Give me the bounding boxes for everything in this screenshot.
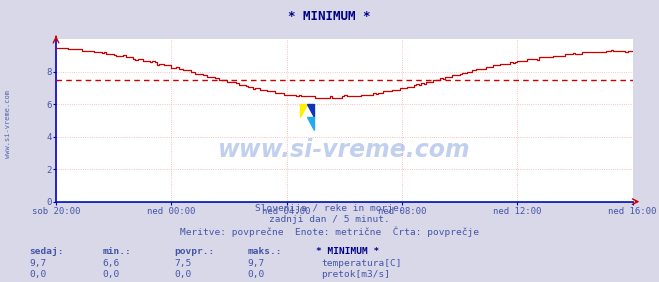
Text: www.si-vreme.com: www.si-vreme.com [218,138,471,162]
Text: 0,0: 0,0 [247,270,264,279]
Text: 0,0: 0,0 [175,270,192,279]
Text: sedaj:: sedaj: [30,247,64,256]
Polygon shape [300,117,307,130]
Text: 7,5: 7,5 [175,259,192,268]
Polygon shape [307,104,314,117]
Text: povpr.:: povpr.: [175,247,215,256]
Text: 9,7: 9,7 [30,259,47,268]
Text: 6,6: 6,6 [102,259,119,268]
Text: temperatura[C]: temperatura[C] [321,259,401,268]
Polygon shape [300,104,307,117]
Text: * MINIMUM *: * MINIMUM * [288,10,371,23]
Text: www.si-vreme.com: www.si-vreme.com [5,90,11,158]
Text: 9,7: 9,7 [247,259,264,268]
Text: Meritve: povprečne  Enote: metrične  Črta: povprečje: Meritve: povprečne Enote: metrične Črta:… [180,226,479,237]
Polygon shape [307,117,314,130]
Text: 0,0: 0,0 [102,270,119,279]
Text: maks.:: maks.: [247,247,281,256]
Text: pretok[m3/s]: pretok[m3/s] [321,270,390,279]
Text: 0,0: 0,0 [30,270,47,279]
Text: min.:: min.: [102,247,131,256]
Text: Slovenija / reke in morje.: Slovenija / reke in morje. [255,204,404,213]
Text: * MINIMUM *: * MINIMUM * [316,247,380,256]
Text: zadnji dan / 5 minut.: zadnji dan / 5 minut. [269,215,390,224]
